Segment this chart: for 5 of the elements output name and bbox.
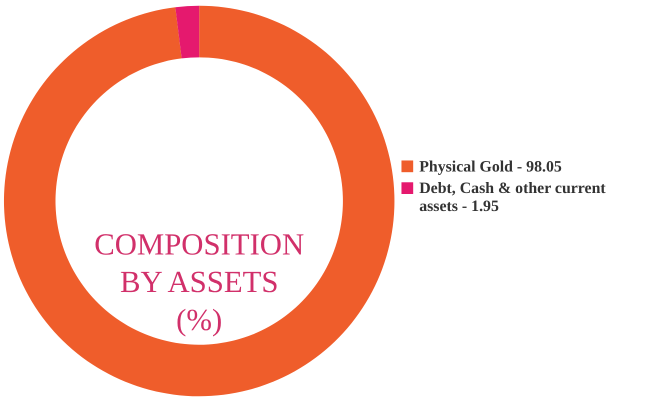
legend-label: Physical Gold - 98.05: [419, 158, 562, 176]
donut-slice: [175, 6, 200, 58]
text: COMPOSITION BY ASSETS (%): [94, 228, 304, 337]
donut-slice: [4, 6, 394, 396]
legend-label: Debt, Cash & other current assets - 1.95: [419, 180, 606, 215]
